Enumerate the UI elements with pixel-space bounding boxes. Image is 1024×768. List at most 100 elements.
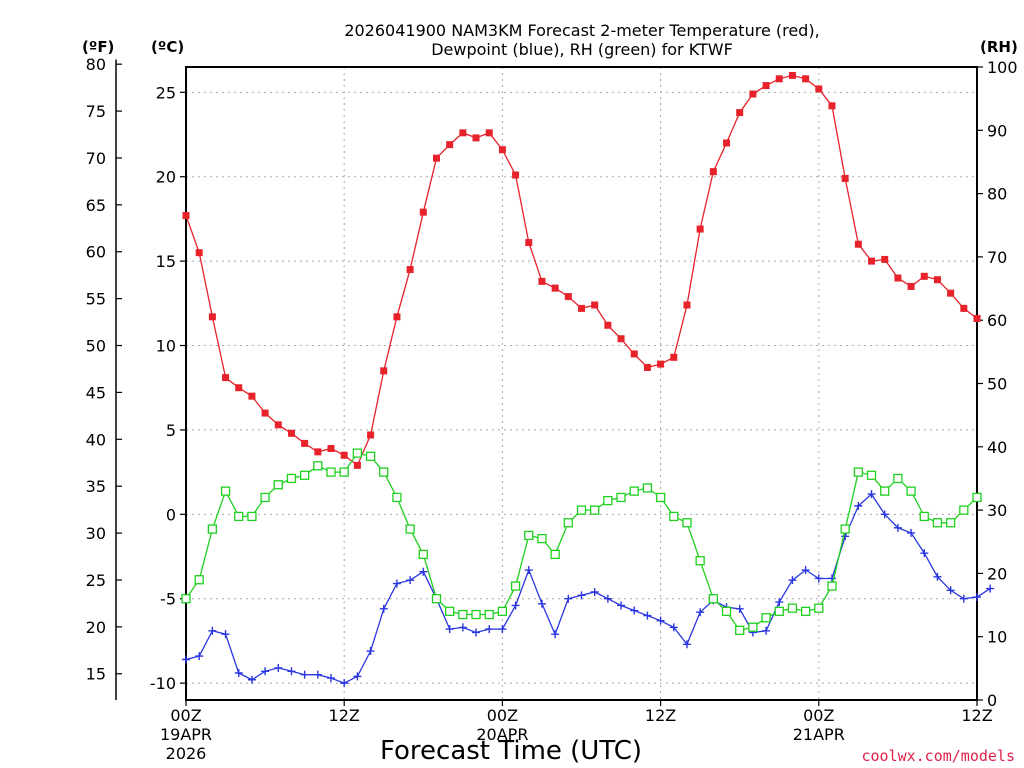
data-point — [406, 266, 414, 274]
data-point — [484, 609, 494, 620]
celsius-tick-label: -10 — [150, 674, 176, 693]
rh-tick-label: 100 — [987, 58, 1018, 77]
data-point — [630, 606, 639, 615]
plot-frame — [185, 66, 978, 701]
data-point — [920, 549, 929, 558]
series-rh — [181, 448, 982, 636]
data-point — [485, 129, 493, 137]
x-axis-label: Forecast Time (UTC) — [380, 736, 642, 766]
fahrenheit-tick-label: 80 — [86, 55, 106, 74]
data-point — [696, 608, 705, 617]
series-temperature — [182, 71, 981, 469]
data-point — [446, 141, 454, 149]
data-point — [511, 601, 520, 610]
data-point — [947, 289, 955, 297]
data-point — [221, 630, 230, 639]
data-point — [669, 623, 678, 632]
data-point — [524, 530, 534, 541]
data-point — [222, 374, 230, 382]
data-point — [748, 622, 758, 632]
data-point — [800, 606, 811, 617]
data-point — [524, 566, 533, 575]
data-point — [669, 511, 679, 522]
data-point — [590, 587, 599, 596]
rh-tick-label: 30 — [987, 501, 1007, 520]
data-point — [445, 606, 455, 617]
fahrenheit-tick-label: 45 — [86, 383, 106, 402]
data-point — [814, 574, 823, 583]
data-point — [959, 594, 968, 603]
data-point — [617, 601, 626, 610]
data-point — [603, 594, 612, 603]
fahrenheit-tick-label: 50 — [86, 337, 106, 356]
data-point — [537, 533, 547, 544]
data-point — [367, 431, 375, 439]
unit-label-celsius: (ºC) — [151, 38, 184, 56]
x-tick-label: 00Z — [487, 706, 518, 725]
data-point — [866, 470, 877, 480]
fahrenheit-tick-label: 15 — [86, 665, 106, 684]
celsius-tick-label: 5 — [166, 421, 176, 440]
data-point — [537, 599, 546, 608]
data-point — [471, 609, 481, 620]
data-point — [919, 511, 929, 522]
data-point — [736, 109, 744, 117]
data-point — [260, 492, 270, 503]
data-point — [406, 576, 415, 585]
data-point — [340, 451, 348, 459]
data-point — [445, 625, 454, 634]
credit-text: coolwx.com/models — [861, 747, 1015, 765]
data-point — [458, 609, 468, 620]
data-point — [379, 604, 388, 613]
data-point — [721, 606, 732, 617]
data-point — [327, 674, 336, 683]
data-point — [946, 586, 955, 595]
data-point — [709, 168, 717, 176]
data-point — [313, 461, 323, 471]
data-point — [274, 421, 282, 429]
data-point — [656, 616, 665, 625]
data-point — [591, 301, 599, 309]
data-point — [353, 672, 362, 681]
data-point — [960, 304, 968, 312]
data-point — [564, 293, 572, 301]
data-point — [907, 528, 916, 537]
data-point — [432, 154, 440, 162]
data-point — [787, 603, 798, 613]
data-point — [894, 274, 902, 282]
data-point — [301, 439, 309, 447]
fahrenheit-tick-label: 40 — [86, 430, 106, 449]
data-point — [551, 284, 559, 292]
unit-label-fahrenheit: (ºF) — [82, 38, 114, 56]
data-point — [827, 581, 837, 591]
data-point — [299, 470, 310, 480]
data-point — [220, 486, 231, 496]
x-tick-label: 12Z — [961, 706, 992, 725]
data-point — [551, 630, 560, 639]
data-point — [472, 628, 481, 637]
fahrenheit-tick-label: 60 — [86, 243, 106, 262]
data-point — [735, 625, 745, 636]
chart-title-line2: Dewpoint (blue), RH (green) for KTWF — [431, 40, 733, 59]
data-point — [920, 272, 928, 280]
data-point — [670, 353, 678, 361]
celsius-tick-label: 20 — [156, 168, 176, 187]
x-tick-label: 12Z — [645, 706, 676, 725]
rh-tick-label: 70 — [987, 248, 1007, 267]
data-point — [393, 313, 401, 321]
data-point — [525, 239, 533, 247]
celsius-tick-label: 10 — [156, 337, 176, 356]
data-point — [986, 584, 995, 593]
data-point — [880, 486, 890, 496]
celsius-tick-label: 15 — [156, 252, 176, 271]
data-point — [550, 549, 560, 560]
data-point — [538, 277, 546, 285]
x-tick-label: 00Z — [803, 706, 834, 725]
data-point — [326, 467, 336, 477]
data-point — [775, 598, 784, 607]
data-point — [380, 367, 388, 375]
data-point — [762, 82, 770, 90]
data-point — [352, 448, 363, 458]
data-point — [510, 581, 521, 591]
